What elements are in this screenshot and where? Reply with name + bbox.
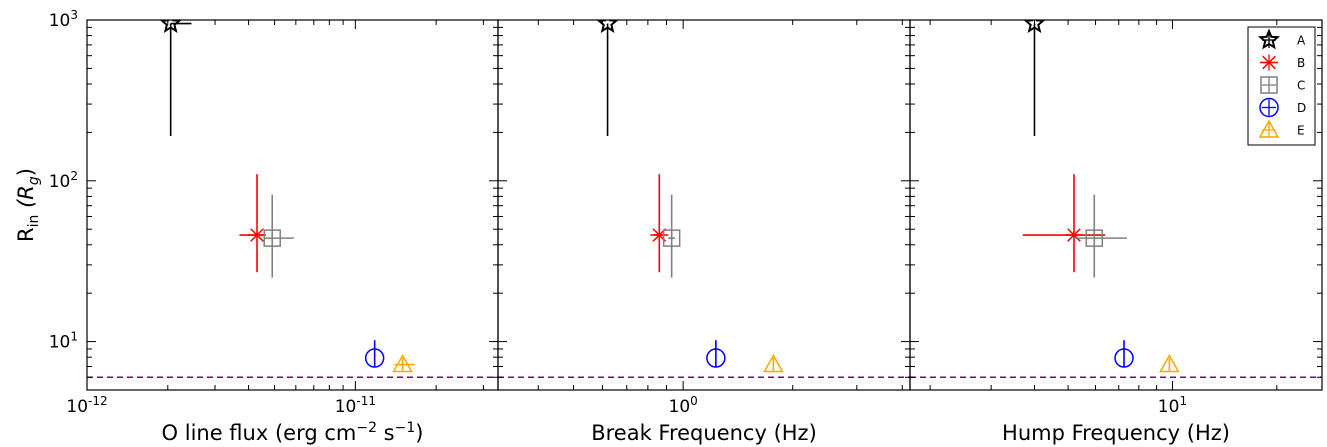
y-axis-label-sub: in xyxy=(26,215,42,228)
data-point-E xyxy=(392,354,415,373)
data-points xyxy=(159,20,415,373)
x-axis-label: Hump Frequency (Hz) xyxy=(1002,421,1230,445)
legend-entry-A: A xyxy=(1257,28,1306,50)
x-axis-label: O line flux (erg cm−2 s−1) xyxy=(162,420,424,445)
y-tick-base: 10 xyxy=(49,333,71,353)
data-point-E xyxy=(763,354,784,373)
data-point-A xyxy=(1023,20,1046,136)
data-point-B xyxy=(1022,174,1106,273)
y-axis-label: Rin (Rg) xyxy=(14,168,42,242)
data-points xyxy=(596,20,784,373)
y-tick-exponent: 2 xyxy=(70,169,78,183)
legend-label: C xyxy=(1297,79,1305,93)
x-marker xyxy=(1067,228,1081,242)
x-tick-exponent: -12 xyxy=(88,394,108,408)
panel-2: 100 Break Frequency (Hz) xyxy=(497,19,911,445)
circle-marker xyxy=(1114,348,1134,368)
panel-1: 10-12 10-11O line flux (erg cm−2 s−1) xyxy=(66,19,499,445)
y-tick-label: 102 xyxy=(49,169,78,192)
legend-label: A xyxy=(1297,34,1306,48)
data-points xyxy=(1022,20,1180,373)
x-axis-label-sup: −2 xyxy=(356,420,377,436)
data-point-B xyxy=(650,174,669,273)
y-tick-base: 10 xyxy=(49,11,71,31)
x-tick-exponent: -11 xyxy=(356,394,376,408)
y-axis-label-sub: g xyxy=(26,176,42,185)
data-point-C xyxy=(662,194,681,278)
axes-frame xyxy=(497,19,911,391)
data-point-D xyxy=(364,340,385,368)
data-point-A xyxy=(596,20,619,136)
data-point-D xyxy=(1114,340,1134,368)
star-marker xyxy=(159,20,182,34)
legend-label: B xyxy=(1297,56,1305,70)
x-axis-label-part: s xyxy=(377,421,395,445)
legend-entry-E: E xyxy=(1258,119,1305,138)
y-tick-exponent: 1 xyxy=(70,330,78,344)
x-tick-label: 100 xyxy=(669,394,698,417)
legend-entry-D: D xyxy=(1259,97,1306,118)
legend-entry-C: C xyxy=(1260,76,1305,94)
x-tick-label: 10-12 xyxy=(66,394,107,417)
legend-label: E xyxy=(1297,124,1305,138)
star-marker xyxy=(596,20,619,34)
x-axis-label-sup: −1 xyxy=(395,420,416,436)
y-axis-label-part: R xyxy=(14,227,38,242)
x-axis-label-part: O line flux (erg cm xyxy=(162,421,357,445)
data-point-E xyxy=(1159,354,1180,373)
triangle-marker xyxy=(392,354,413,373)
circle-marker xyxy=(1259,97,1279,118)
legend-entry-B: B xyxy=(1260,54,1305,71)
panel-3: 101 Hump Frequency (Hz) xyxy=(909,19,1323,445)
data-point-A xyxy=(159,20,192,136)
x-tick-base: 10 xyxy=(669,397,691,417)
triangle-marker xyxy=(763,354,784,373)
x-tick-label: 101 xyxy=(1158,394,1187,417)
triangle-marker xyxy=(1159,354,1180,373)
y-tick-base: 10 xyxy=(49,172,71,192)
x-tick-exponent: 1 xyxy=(1179,394,1187,408)
square-marker xyxy=(263,229,281,247)
circle-marker xyxy=(706,348,726,368)
data-point-C xyxy=(1073,194,1128,278)
legend-box xyxy=(1247,26,1316,146)
data-point-D xyxy=(706,340,726,368)
data-point-C xyxy=(263,194,294,278)
y-axis-label-part: (R xyxy=(14,185,38,214)
x-tick-exponent: 0 xyxy=(690,394,698,408)
square-marker xyxy=(1085,229,1104,247)
x-tick-base: 10 xyxy=(1158,397,1180,417)
square-marker xyxy=(1260,76,1278,94)
data-point-B xyxy=(239,174,267,273)
legend-label: D xyxy=(1297,101,1306,115)
x-tick-base: 10 xyxy=(335,397,357,417)
star-marker xyxy=(1257,28,1281,50)
y-tick-exponent: 3 xyxy=(70,8,78,22)
y-axis-label-part: ) xyxy=(14,168,38,176)
circle-marker xyxy=(364,348,385,368)
x-marker xyxy=(1262,55,1276,70)
y-tick-label: 101 xyxy=(49,330,78,353)
axes-frame xyxy=(909,19,1323,391)
square-marker xyxy=(662,229,681,247)
axes-frame xyxy=(86,19,499,391)
x-axis-label: Break Frequency (Hz) xyxy=(591,421,817,445)
x-axis-label-part: ) xyxy=(415,421,423,445)
triangle-marker xyxy=(1258,119,1280,138)
y-tick-label: 103 xyxy=(49,8,78,31)
x-marker xyxy=(250,228,264,242)
star-marker xyxy=(1023,20,1046,34)
x-tick-base: 10 xyxy=(66,397,88,417)
x-tick-label: 10-11 xyxy=(335,394,376,417)
